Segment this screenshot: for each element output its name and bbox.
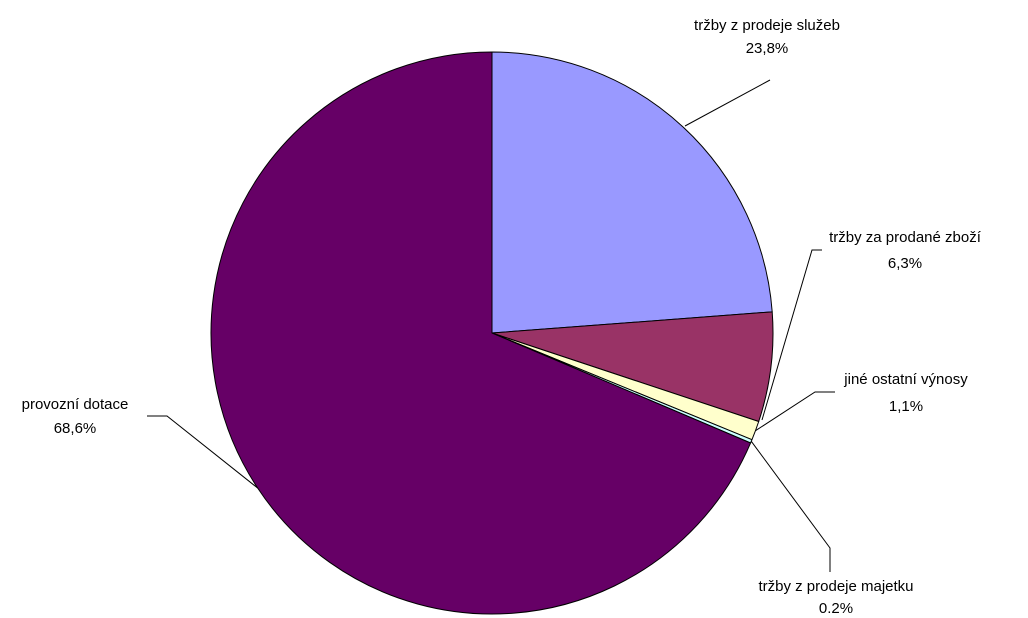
slice-label-group-jiné-ostatní-výnosy: jiné ostatní výnosy 1,1% — [843, 371, 968, 415]
slice-label-tržby-za-prodané-zboží: tržby za prodané zboží — [829, 229, 982, 246]
slices-layer — [210, 51, 774, 615]
slice-value-provozní-dotace: 68,6% — [54, 420, 97, 437]
slice-value-tržby-z-prodeje-služeb: 23,8% — [746, 40, 789, 57]
slice-label-provozní-dotace: provozní dotace — [22, 396, 129, 413]
slice-value-tržby-z-prodeje-majetku: 0.2% — [819, 600, 853, 617]
leader-line-tržby-z-prodeje-služeb — [684, 79, 771, 127]
leader-line-jiné-ostatní-výnosy — [755, 391, 835, 432]
leader-line-provozní-dotace — [147, 415, 258, 489]
slice-label-group-tržby-z-prodeje-služeb: tržby z prodeje služeb 23,8% — [694, 17, 840, 57]
leader-lines-layer — [147, 79, 835, 572]
leader-line-tržby-za-prodané-zboží — [761, 249, 822, 421]
slice-label-group-tržby-za-prodané-zboží: tržby za prodané zboží 6,3% — [829, 229, 982, 272]
pie-slice-provozní-dotace — [210, 51, 752, 615]
leader-line-tržby-z-prodeje-majetku — [750, 441, 831, 572]
slice-label-tržby-z-prodeje-služeb: tržby z prodeje služeb — [694, 17, 840, 34]
slice-value-jiné-ostatní-výnosy: 1,1% — [889, 398, 923, 415]
pie-slice-tržby-z-prodeje-služeb — [491, 51, 773, 334]
slice-label-tržby-z-prodeje-majetku: tržby z prodeje majetku — [758, 578, 913, 595]
slice-label-group-tržby-z-prodeje-majetku: tržby z prodeje majetku 0.2% — [758, 578, 913, 617]
slice-value-tržby-za-prodané-zboží: 6,3% — [888, 255, 922, 272]
slice-label-group-provozní-dotace: provozní dotace 68,6% — [22, 396, 129, 437]
slice-label-jiné-ostatní-výnosy: jiné ostatní výnosy — [843, 371, 968, 388]
